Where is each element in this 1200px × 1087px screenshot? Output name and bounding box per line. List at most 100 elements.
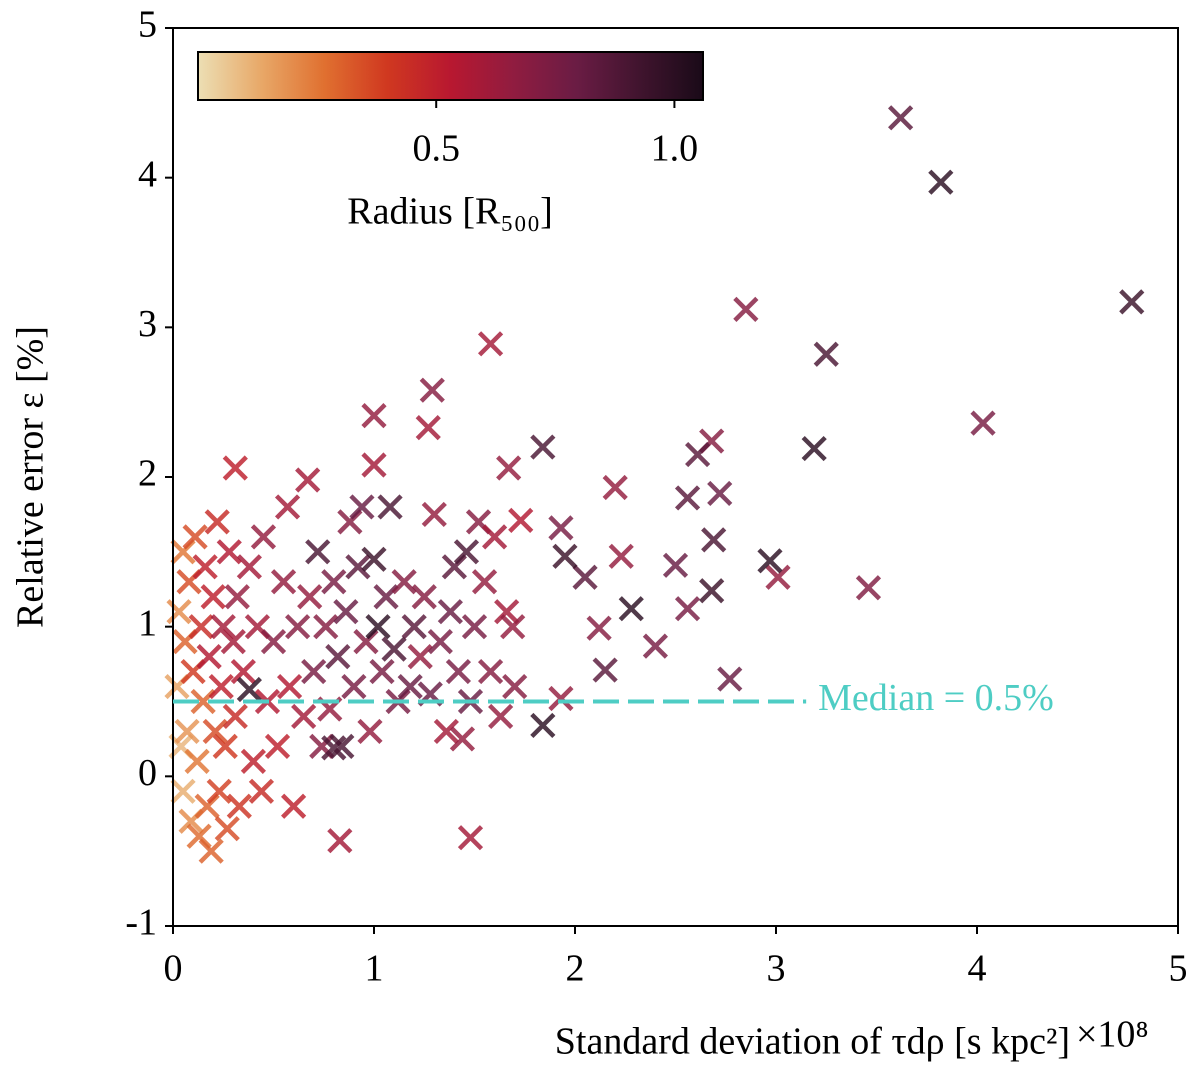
data-point — [230, 658, 256, 685]
data-point — [855, 575, 882, 601]
data-point — [530, 434, 556, 460]
data-point — [297, 584, 323, 610]
data-point — [757, 548, 783, 574]
data-point — [198, 838, 224, 864]
y-tick-label: 0 — [138, 752, 157, 794]
data-point — [202, 718, 228, 745]
data-point — [166, 599, 192, 625]
data-point — [250, 524, 277, 550]
x-offset-label: ×10⁸ — [1076, 1014, 1149, 1056]
data-point — [488, 703, 514, 730]
data-point — [214, 816, 240, 842]
data-point — [674, 596, 701, 622]
x-tick-label: 1 — [365, 948, 384, 990]
data-point — [411, 584, 437, 610]
data-point — [502, 673, 528, 700]
data-point — [260, 629, 287, 655]
data-point — [313, 614, 339, 640]
data-point — [291, 703, 317, 730]
data-point — [662, 552, 689, 578]
y-tick-label: 5 — [138, 4, 157, 46]
data-point — [427, 629, 453, 655]
data-point — [174, 718, 200, 745]
data-point — [608, 543, 634, 569]
data-point — [415, 415, 441, 441]
data-point — [391, 569, 417, 595]
data-point — [361, 403, 387, 429]
data-point — [264, 733, 291, 759]
data-point — [329, 733, 355, 759]
median-label: Median = 0.5% — [818, 677, 1054, 719]
data-point — [477, 658, 504, 685]
data-point — [477, 331, 504, 357]
data-point — [210, 614, 236, 640]
data-point — [321, 735, 347, 761]
data-point — [341, 673, 367, 700]
data-point — [270, 569, 297, 595]
data-point — [224, 584, 250, 610]
data-point — [357, 718, 383, 745]
data-point — [381, 636, 407, 662]
data-point — [449, 726, 476, 752]
data-point — [220, 629, 246, 655]
data-point — [327, 828, 353, 854]
data-point — [397, 673, 423, 700]
data-point — [222, 703, 248, 730]
data-point — [321, 569, 347, 595]
data-point — [419, 377, 445, 403]
data-point — [717, 666, 743, 692]
data-point — [377, 494, 403, 520]
data-point — [248, 778, 275, 804]
y-tick-label: -1 — [125, 902, 157, 944]
data-point — [888, 105, 914, 131]
y-axis-label: Relative error ε [%] — [10, 326, 52, 628]
data-point — [642, 633, 668, 659]
data-point — [188, 614, 214, 640]
data-point — [240, 748, 266, 774]
x-tick-label: 3 — [767, 948, 786, 990]
data-point — [494, 599, 520, 625]
x-tick-label: 4 — [968, 948, 987, 990]
y-tick-label: 3 — [138, 303, 157, 345]
x-tick-label: 5 — [1169, 948, 1188, 990]
data-point — [928, 169, 954, 195]
data-point — [369, 658, 395, 685]
data-point — [548, 685, 574, 712]
data-point — [453, 539, 480, 565]
data-point — [707, 480, 733, 507]
data-point — [305, 539, 331, 565]
data-point — [274, 494, 301, 520]
data-point — [586, 615, 612, 641]
data-point — [437, 599, 463, 625]
data-point — [699, 578, 725, 604]
x-axis-label: Standard deviation of τdρ [s kpc²] — [555, 1021, 1070, 1063]
data-point — [212, 733, 238, 759]
data-point — [618, 596, 644, 622]
y-tick-label: 1 — [138, 602, 157, 644]
data-point — [592, 657, 618, 683]
data-point — [361, 546, 387, 572]
data-point — [236, 554, 262, 580]
data-point — [433, 718, 459, 745]
data-point — [552, 543, 578, 569]
data-point — [301, 658, 327, 685]
data-point — [401, 614, 427, 640]
data-point — [184, 748, 210, 774]
data-point — [457, 825, 484, 851]
data-point — [345, 554, 371, 580]
data-point — [1119, 289, 1145, 315]
colorbar-tick-label: 0.5 — [412, 128, 460, 170]
data-point — [471, 569, 498, 595]
data-point — [182, 524, 208, 550]
data-point — [813, 341, 839, 367]
data-point — [236, 676, 262, 703]
data-point — [295, 467, 321, 493]
data-point — [206, 778, 232, 804]
data-point — [733, 296, 759, 322]
data-point — [407, 644, 433, 670]
data-point — [192, 554, 218, 580]
data-point — [685, 441, 711, 468]
data-point — [365, 614, 391, 640]
y-tick-label: 2 — [138, 453, 157, 495]
